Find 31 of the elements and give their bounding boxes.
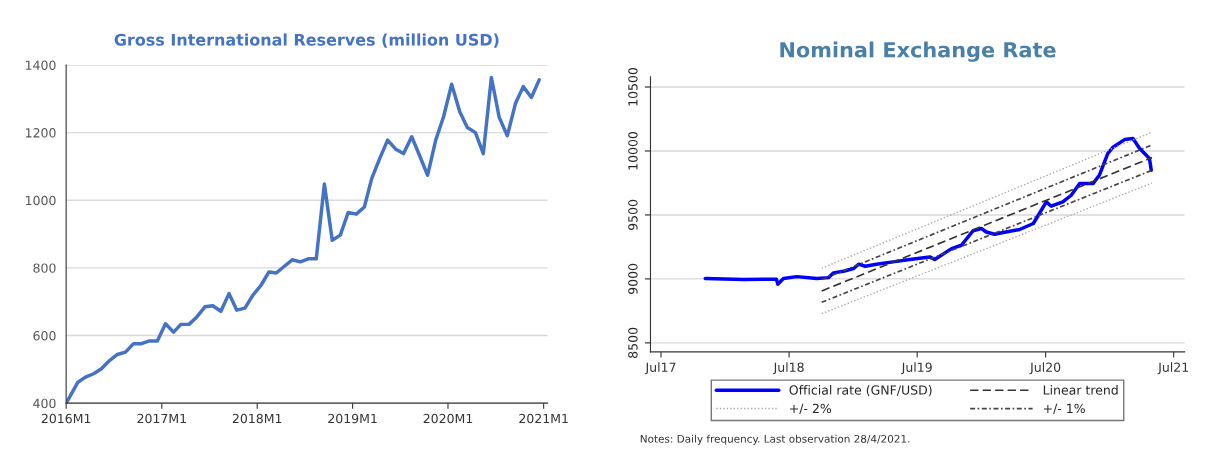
- y-tick-label: 600: [33, 331, 56, 341]
- x-tick-label: Jul20: [1029, 362, 1061, 375]
- x-tick-label: 2018M1: [232, 413, 282, 424]
- y-tick-label: 10500: [628, 67, 638, 106]
- y-tick-label: 800: [33, 263, 56, 273]
- x-tick-label: Jul19: [901, 362, 932, 375]
- x-tick-label: 2020M1: [423, 413, 473, 424]
- x-tick-label: 2017M1: [137, 413, 186, 424]
- x-tick-label: Jul17: [644, 362, 676, 375]
- x-tick-label: Jul21: [1157, 362, 1189, 375]
- y-tick-label: 9500: [628, 199, 638, 231]
- line-series: [66, 75, 541, 404]
- x-tick-label: 2019M1: [328, 413, 377, 424]
- x-tick-label: 2016M1: [41, 413, 91, 424]
- y-tick-label: 10000: [628, 131, 638, 170]
- legend-label: +/- 1%: [1043, 403, 1085, 415]
- x-tick-label: Jul18: [772, 362, 804, 375]
- legend-label: +/- 2%: [790, 403, 832, 415]
- x-tick-label: 2021M1: [519, 413, 568, 424]
- y-tick-label: 400: [33, 398, 56, 409]
- y-tick-label: 8500: [628, 327, 638, 358]
- y-tick-label: 1400: [25, 60, 56, 70]
- y-tick-label: 9000: [628, 263, 638, 295]
- legend-label: Official rate (GNF/USD): [789, 385, 932, 397]
- text: Notes: Daily frequency. Last observation 28/4/2021.: [640, 434, 910, 445]
- y-tick-label: 1200: [25, 128, 56, 138]
- chart-title: Gross International Reserves (million USD): [114, 33, 499, 48]
- legend-label: Linear trend: [1043, 385, 1118, 395]
- chart-title: Nominal Exchange Rate: [780, 41, 1056, 62]
- line-series: [703, 136, 1153, 286]
- y-tick-label: 1000: [25, 195, 56, 206]
